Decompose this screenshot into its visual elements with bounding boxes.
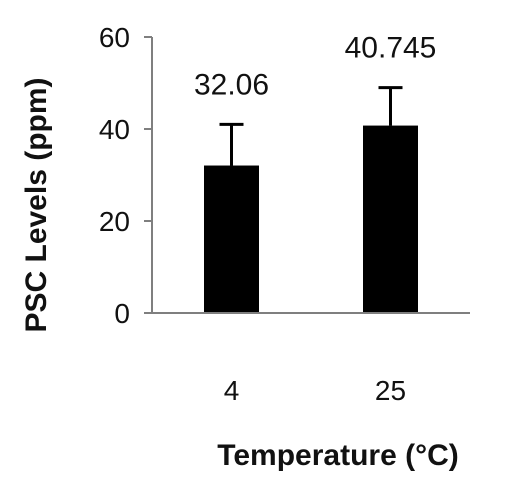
y-tick-label: 40 <box>99 114 130 145</box>
bars <box>204 125 418 313</box>
x-tick-label: 4 <box>224 375 240 406</box>
error-bars <box>219 86 403 166</box>
bar-25 <box>363 125 418 313</box>
x-tick-label: 25 <box>375 375 406 406</box>
y-axis-ticks: 0 20 40 60 <box>99 22 152 329</box>
data-labels: 32.06 40.745 <box>194 32 436 102</box>
x-axis-ticks: 4 25 <box>224 375 406 406</box>
y-tick-label: 20 <box>99 206 130 237</box>
data-label-25: 40.745 <box>345 32 437 65</box>
data-label-4: 32.06 <box>194 68 269 101</box>
y-tick-label: 60 <box>99 22 130 53</box>
y-axis-title: PSC Levels (ppm) <box>20 77 53 332</box>
bar-4 <box>204 165 259 313</box>
y-tick-label: 0 <box>114 298 130 329</box>
x-axis-title: Temperature (°C) <box>217 439 458 472</box>
